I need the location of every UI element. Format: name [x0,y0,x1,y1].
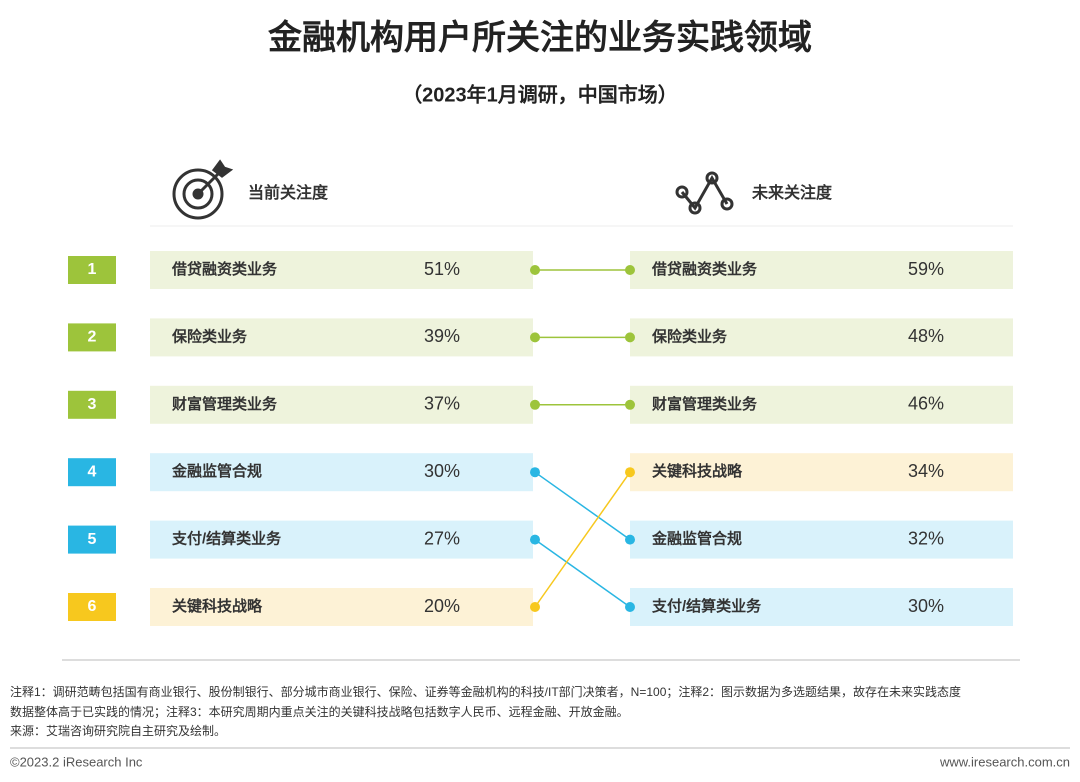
rows: 1 借贷融资类业务 51% 2 保险类业务 39% 3 财富管理类业务 37% 4 金融监管合规 30… [68,251,1013,626]
rank-box [68,593,116,621]
rank: 5 [88,531,97,548]
future-name: 保险类业务 [651,327,728,345]
current-bar [150,588,533,626]
dot [625,399,635,410]
target-icon [172,159,234,220]
subtitle: （2023年1月调研，中国市场） [402,82,678,106]
rank: 2 [88,329,97,346]
dot [625,467,635,478]
current-name: 金融监管合规 [171,462,262,480]
footer-left: ©2023.2 iResearch Inc [10,754,143,769]
future-value: 32% [908,528,944,548]
current-value: 37% [424,394,460,414]
current-bar [150,318,533,357]
dot [530,534,540,545]
current-value: 30% [424,461,460,481]
future-bar [630,385,1013,424]
current-value: 39% [424,326,460,346]
connector [534,471,631,541]
note: 数据整体高于已实践的情况；注释3：本研究周期内重点关注的关键科技战略包括数字人民… [10,704,629,719]
note: 注释1：调研范畴包括国有商业银行、股份制银行、部分城市商业银行、保险、证券等金融… [10,684,961,699]
rank: 6 [88,598,97,615]
future-value: 46% [908,394,944,414]
connectors [530,265,635,612]
current-name: 借贷融资类业务 [171,260,278,278]
footer-right: www.iresearch.com.cn [939,754,1070,769]
network-icon [675,171,734,215]
dot [625,602,635,612]
future-label: 未来关注度 [751,183,833,202]
rank: 4 [88,463,97,480]
dot [530,467,540,478]
future-name: 支付/结算类业务 [651,597,762,615]
note: 来源：艾瑞咨询研究院自主研究及绘制。 [10,723,226,738]
future-name: 关键科技战略 [652,462,743,480]
dot [530,332,540,343]
current-bar [150,520,533,559]
current-name: 财富管理类业务 [172,395,278,413]
future-bar [630,318,1013,357]
current-name: 支付/结算类业务 [171,530,282,548]
future-value: 48% [908,326,944,346]
dot [625,265,635,275]
future-bar [630,520,1013,559]
current-value: 27% [424,528,460,548]
current-name: 关键科技战略 [172,597,263,615]
dot [625,332,635,343]
rank: 1 [88,261,97,278]
future-name: 金融监管合规 [651,530,742,548]
dot [530,265,540,275]
rank-box [68,390,116,419]
rank-box [68,256,116,284]
current-bar [150,453,533,492]
future-name: 财富管理类业务 [652,395,758,413]
current-label: 当前关注度 [248,183,329,202]
connector [534,471,631,608]
rank-box [68,323,116,352]
current-bar [150,251,533,289]
future-bar [630,588,1013,626]
future-name: 借贷融资类业务 [651,260,758,278]
future-value: 30% [908,596,944,616]
dot [530,602,540,612]
rank-box [68,458,116,487]
current-name: 保险类业务 [171,327,248,345]
rank-box [68,525,116,554]
current-bar [150,385,533,424]
future-bar [630,453,1013,492]
current-value: 20% [424,596,460,616]
connector [534,538,631,608]
title: 金融机构用户所关注的业务实践领域 [267,18,812,57]
future-value: 34% [908,461,944,481]
future-bar [630,251,1013,289]
current-value: 51% [424,259,460,279]
dot [625,534,635,545]
dot [530,399,540,410]
future-value: 59% [908,259,944,279]
rank: 3 [88,396,97,413]
